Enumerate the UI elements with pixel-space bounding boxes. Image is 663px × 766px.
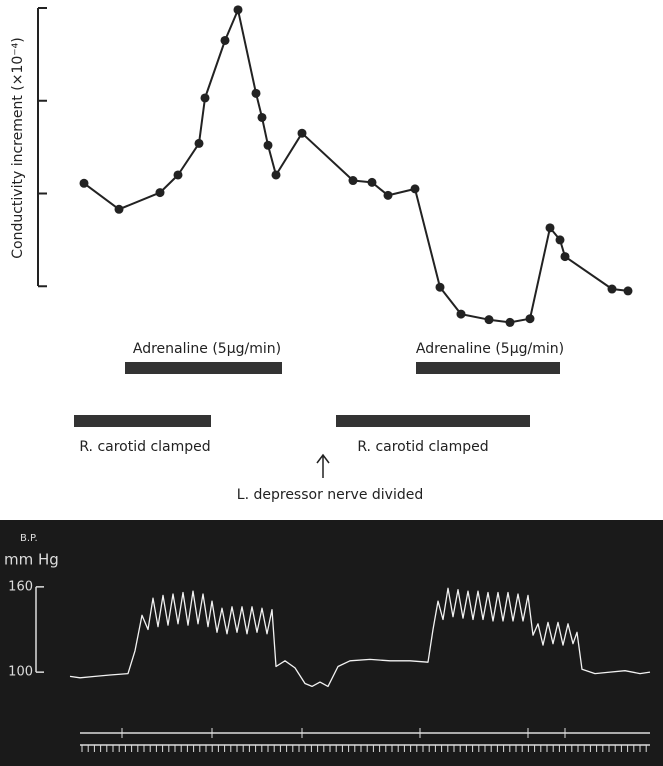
data-point (411, 184, 420, 193)
data-point (201, 93, 210, 102)
data-point (349, 176, 358, 185)
arrow (317, 455, 329, 478)
data-point (195, 139, 204, 148)
data-point (156, 188, 165, 197)
annotation: R. carotid clamped (79, 439, 210, 455)
figure: Conductivity increment (×10⁻⁴) Adrenalin… (0, 0, 663, 766)
annotation: Adrenaline (5μg/min) (133, 341, 281, 357)
data-point (624, 286, 633, 295)
data-point (221, 36, 230, 45)
data-point (457, 310, 466, 319)
adrenaline-bar (125, 362, 282, 374)
data-point (368, 178, 377, 187)
data-point (80, 179, 89, 188)
data-point (384, 191, 393, 200)
data-point (234, 5, 243, 14)
data-point (485, 315, 494, 324)
annotation: R. carotid clamped (357, 439, 488, 455)
data-point (298, 129, 307, 138)
data-point (506, 318, 515, 327)
data-point (608, 285, 617, 294)
clamp-bar (74, 415, 211, 427)
y-tick-label: 160 (8, 579, 33, 594)
annotation: L. depressor nerve divided (237, 487, 423, 503)
data-point (174, 170, 183, 179)
y-axis-label: Conductivity increment (×10⁻⁴) (10, 37, 26, 259)
data-point (272, 170, 281, 179)
y-tick-label: 100 (8, 665, 33, 680)
data-point (561, 252, 570, 261)
adrenaline-bar (416, 362, 560, 374)
data-line (84, 10, 628, 323)
data-point (436, 283, 445, 292)
annotation: Adrenaline (5μg/min) (416, 341, 564, 357)
data-point (264, 141, 273, 150)
clamp-bar (336, 415, 530, 427)
bp-title: B.P. (20, 533, 38, 544)
data-point (252, 89, 261, 98)
bp-unit: mm Hg (4, 551, 59, 569)
data-point (526, 314, 535, 323)
data-point (556, 235, 565, 244)
data-point (258, 113, 267, 122)
data-point (546, 223, 555, 232)
data-point (115, 205, 124, 214)
